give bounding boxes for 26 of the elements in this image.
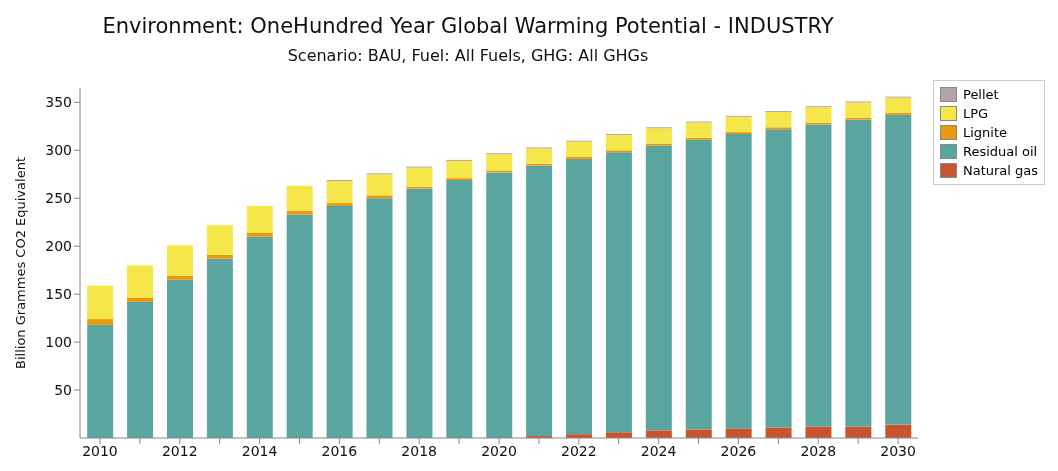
legend-label: Lignite: [963, 125, 1008, 140]
x-tick-label: 2020: [481, 442, 517, 459]
y-tick-label: 50: [54, 382, 72, 399]
y-tick-label: 300: [45, 142, 72, 159]
x-tick-label: 2028: [800, 442, 837, 459]
legend-label: LPG: [963, 106, 989, 121]
x-tick-label: 2010: [82, 442, 118, 459]
x-tick-label: 2024: [640, 442, 677, 459]
x-tick-label: 2014: [241, 442, 278, 459]
legend-label: Pellet: [963, 87, 999, 102]
y-tick-label: 200: [45, 238, 72, 255]
chart-title: Environment: OneHundred Year Global Warming Potential - INDUSTRY: [101, 14, 835, 38]
y-tick-label: 250: [45, 190, 72, 207]
y-axis-title: Billion Grammes CO2 Equivalent: [12, 157, 28, 369]
x-tick-label: 2016: [321, 442, 358, 459]
y-tick-label: 100: [45, 334, 72, 351]
x-tick-label: 2026: [720, 442, 757, 459]
x-tick-label: 2022: [560, 442, 597, 459]
x-tick-label: 2030: [880, 442, 916, 459]
x-tick-label: 2012: [161, 442, 198, 459]
legend-label: Natural gas: [963, 163, 1039, 178]
y-tick-label: 150: [45, 286, 72, 303]
legend-label: Residual oil: [963, 144, 1038, 159]
chart-subtitle: Scenario: BAU, Fuel: All Fuels, GHG: All GHGs: [286, 46, 650, 65]
y-tick-label: 350: [45, 94, 72, 111]
x-tick-label: 2018: [401, 442, 438, 459]
